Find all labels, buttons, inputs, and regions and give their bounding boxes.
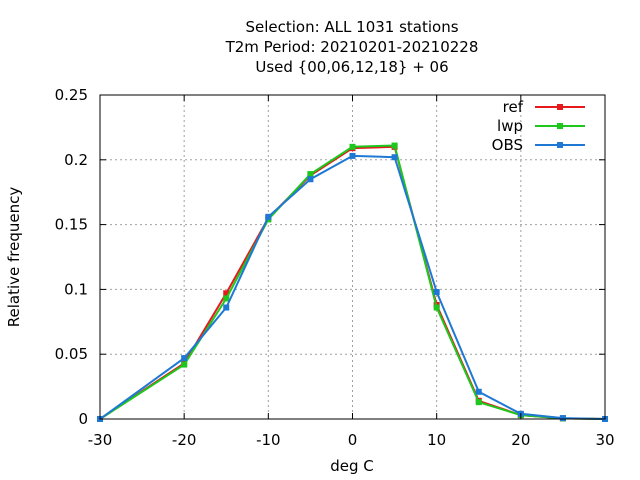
x-tick-label: 10 xyxy=(427,431,446,449)
y-tick-label: 0.25 xyxy=(55,86,88,104)
legend-marker-OBS xyxy=(557,142,563,148)
x-tick-label: 0 xyxy=(348,431,358,449)
data-point-OBS xyxy=(307,176,314,183)
x-tick-label: -20 xyxy=(172,431,197,449)
data-point-lwp xyxy=(391,142,398,149)
title-line-1: Selection: ALL 1031 stations xyxy=(245,18,458,36)
x-tick-label: 20 xyxy=(511,431,530,449)
y-tick-label: 0.2 xyxy=(64,151,88,169)
legend-marker-ref xyxy=(557,104,563,110)
y-tick-label: 0 xyxy=(78,410,88,428)
data-point-lwp xyxy=(475,399,482,406)
title-line-3: Used {00,06,12,18} + 06 xyxy=(255,58,448,76)
data-point-lwp xyxy=(349,143,356,150)
title-line-2: T2m Period: 20210201-20210228 xyxy=(225,38,479,56)
chart-title: Selection: ALL 1031 stations T2m Period:… xyxy=(225,18,479,76)
data-point-OBS xyxy=(265,213,272,220)
x-tick-label: -10 xyxy=(256,431,281,449)
data-point-OBS xyxy=(181,355,188,362)
data-point-ref xyxy=(223,290,230,297)
y-axis-label: Relative frequency xyxy=(5,187,23,328)
data-point-OBS xyxy=(391,154,398,161)
x-tick-label: -30 xyxy=(88,431,113,449)
data-point-lwp xyxy=(223,295,230,302)
legend-label-lwp: lwp xyxy=(497,117,523,135)
series-line-OBS xyxy=(99,154,606,420)
x-axis-label: deg C xyxy=(330,457,374,475)
series-line-lwp xyxy=(99,144,606,420)
legend-marker-lwp xyxy=(557,123,563,129)
data-point-OBS xyxy=(559,415,566,422)
legend-label-ref: ref xyxy=(503,98,524,116)
grid xyxy=(100,95,605,419)
y-tick-label: 0.15 xyxy=(55,216,88,234)
data-point-lwp xyxy=(181,361,188,368)
legend-label-OBS: OBS xyxy=(492,136,523,154)
data-point-OBS xyxy=(223,304,230,311)
axis-tick-labels: -30 -20 -10 0 10 20 30 0 0.05 0.1 0.15 0.2 0.25 xyxy=(55,86,615,449)
data-point-lwp xyxy=(307,171,314,178)
x-tick-label: 30 xyxy=(595,431,614,449)
data-point-OBS xyxy=(433,288,440,295)
axis-ticks xyxy=(99,94,606,420)
data-point-OBS xyxy=(349,152,356,159)
y-tick-label: 0.1 xyxy=(64,280,88,298)
series-line-ref xyxy=(99,145,606,420)
data-point-OBS xyxy=(475,388,482,395)
y-tick-label: 0.05 xyxy=(55,345,88,363)
data-point-lwp xyxy=(433,304,440,311)
